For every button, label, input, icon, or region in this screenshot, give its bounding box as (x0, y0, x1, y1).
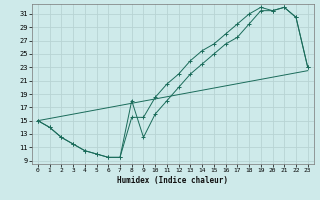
X-axis label: Humidex (Indice chaleur): Humidex (Indice chaleur) (117, 176, 228, 185)
